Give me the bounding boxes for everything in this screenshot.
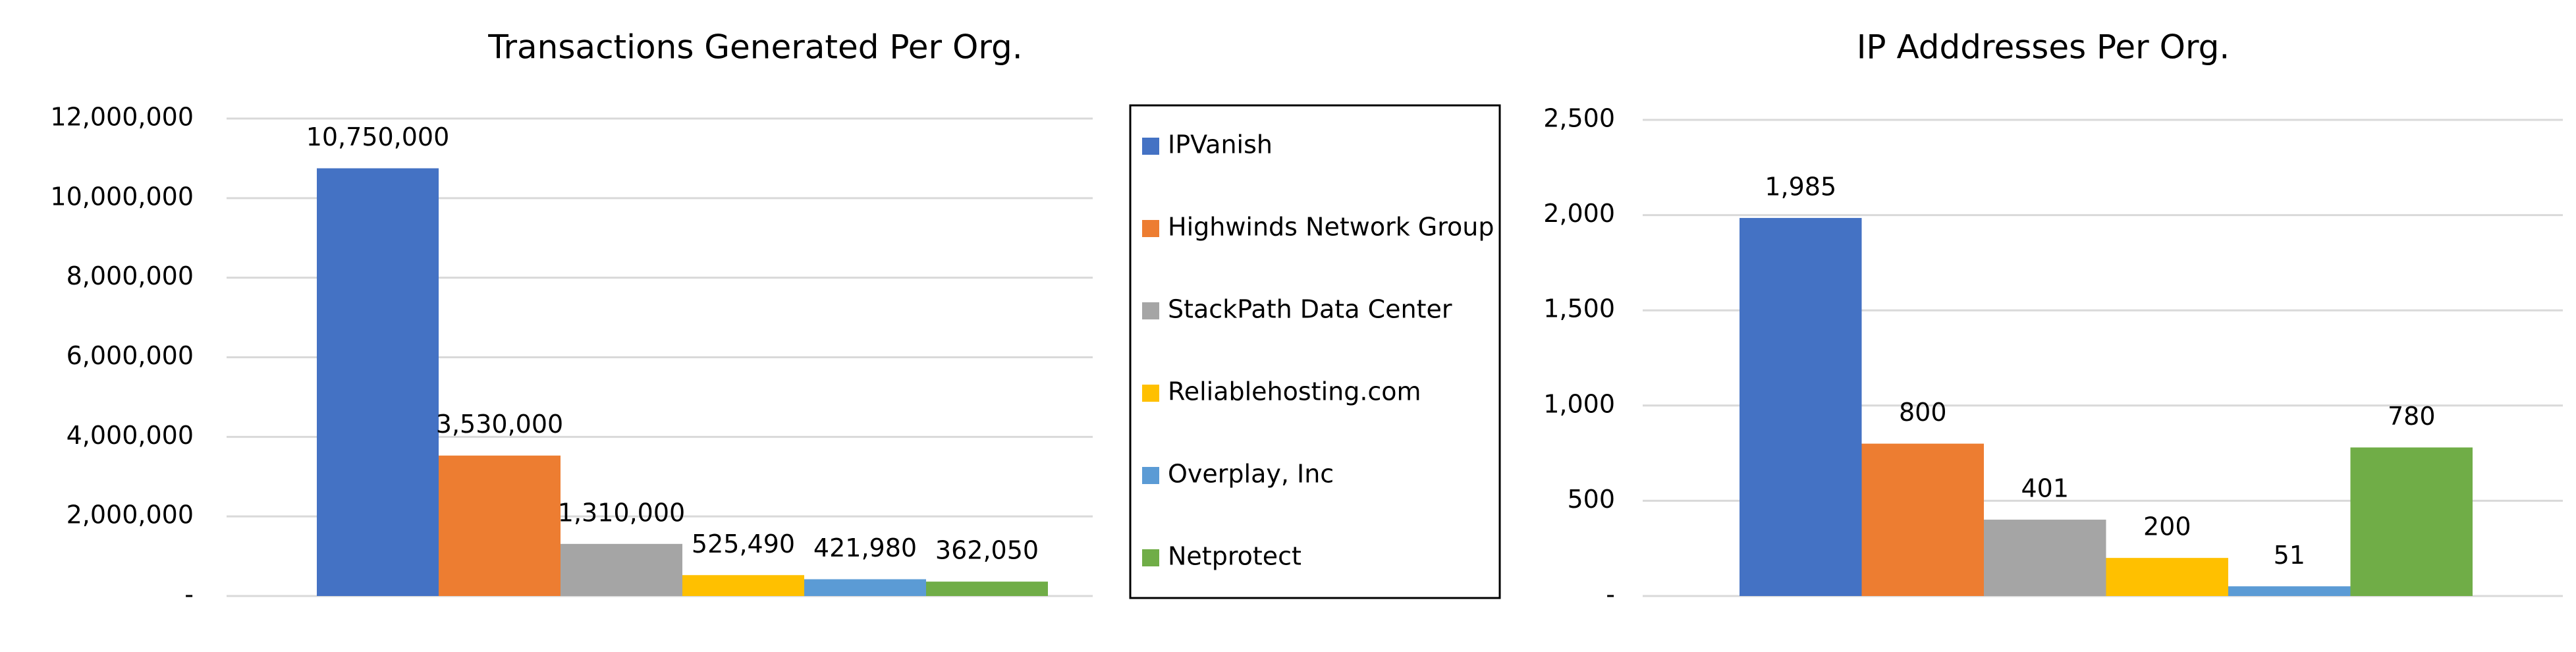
bar [439,455,561,596]
bar [1984,520,2106,596]
data-label: 1,985 [1765,172,1836,201]
bar [561,543,682,596]
bar [1740,217,1862,596]
legend-swatch [1142,138,1159,155]
bar [804,579,926,596]
bar [682,575,804,596]
legend-box [1129,104,1501,599]
data-label: 401 [2021,474,2069,503]
y-tick-label: 500 [1567,485,1615,514]
y-tick-label: 2,000,000 [67,501,194,530]
y-tick-label: 8,000,000 [67,261,194,290]
bar [926,582,1048,596]
chart-title: Transactions Generated Per Org. [487,28,1022,67]
data-label: 525,490 [692,530,795,558]
data-label: 780 [2388,402,2436,431]
legend-swatch [1142,549,1159,566]
data-label: 1,310,000 [558,498,685,527]
bar [2228,586,2351,596]
y-tick-label: 2,000 [1543,199,1615,228]
legend-label: StackPath Data Center [1168,295,1452,324]
y-tick-label: 1,500 [1543,294,1615,323]
legend-swatch [1142,302,1159,319]
y-tick-label: 4,000,000 [67,421,194,450]
legend-label: Reliablehosting.com [1168,377,1421,406]
legend-label: IPVanish [1168,130,1273,159]
y-tick-label: 10,000,000 [50,182,194,211]
legend-swatch [1142,385,1159,402]
data-label: 51 [2274,541,2305,570]
legend-swatch [1142,220,1159,237]
bar [2106,558,2228,596]
data-label: 10,750,000 [306,122,450,151]
y-tick-label: - [1606,580,1615,609]
legend-label: Highwinds Network Group [1168,213,1494,242]
bar [1861,443,1984,596]
bar [317,168,439,597]
legend-label: Overplay, Inc [1168,460,1334,489]
data-label: 3,530,000 [436,410,563,439]
y-tick-label: - [184,580,194,609]
legend-swatch [1142,467,1159,484]
data-label: 421,980 [813,533,917,562]
chart-title: IP Adddresses Per Org. [1857,28,2230,67]
y-tick-label: 2,500 [1543,104,1615,133]
data-label: 800 [1899,398,1947,427]
bar [2350,447,2473,596]
data-label: 200 [2143,512,2191,541]
y-tick-label: 1,000 [1543,389,1615,418]
legend-label: Netprotect [1168,542,1302,571]
y-tick-label: 6,000,000 [67,341,194,370]
data-label: 362,050 [935,536,1039,565]
y-tick-label: 12,000,000 [50,103,194,132]
